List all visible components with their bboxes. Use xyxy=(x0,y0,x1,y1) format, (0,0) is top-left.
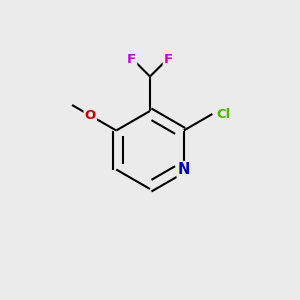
Text: O: O xyxy=(85,109,96,122)
Text: F: F xyxy=(164,52,173,66)
Text: Cl: Cl xyxy=(216,107,230,121)
Text: N: N xyxy=(178,162,190,177)
Text: F: F xyxy=(127,52,136,66)
